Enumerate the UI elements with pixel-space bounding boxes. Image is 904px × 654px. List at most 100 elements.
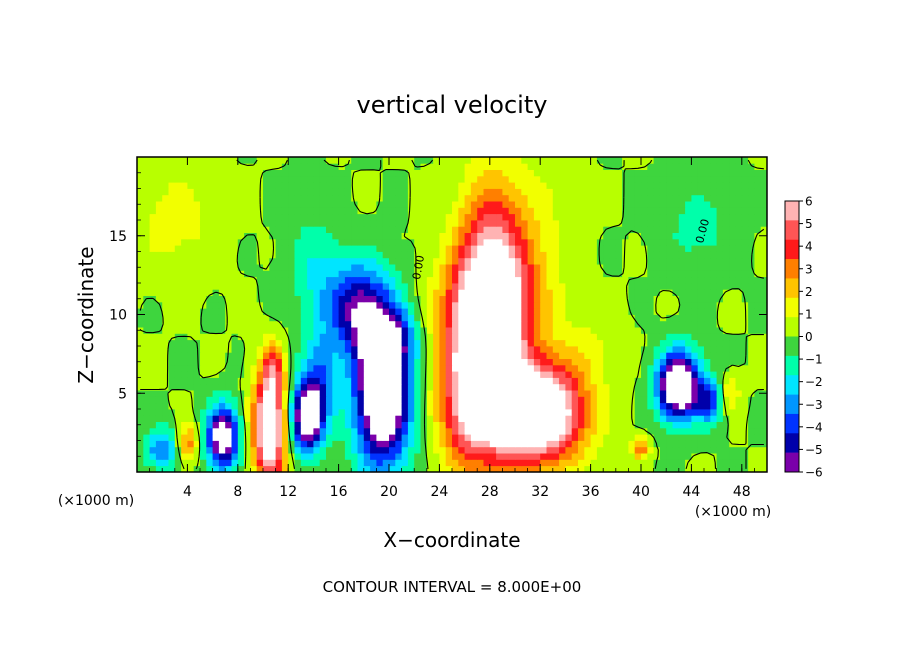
heatmap-cell — [269, 364, 276, 372]
heatmap-cell — [716, 434, 724, 441]
heatmap-cell — [464, 270, 472, 278]
heatmap-cell — [741, 446, 749, 454]
heatmap-cell — [521, 301, 528, 309]
heatmap-cell — [634, 446, 642, 454]
heatmap-cell — [244, 446, 251, 454]
heatmap-cell — [622, 434, 629, 441]
heatmap-cell — [162, 346, 169, 353]
heatmap-cell — [546, 314, 554, 322]
heatmap-cell — [300, 427, 308, 435]
heatmap-cell — [647, 232, 654, 240]
heatmap-cell — [559, 358, 566, 366]
heatmap-cell — [332, 301, 339, 309]
heatmap-cell — [729, 320, 736, 328]
heatmap-cell — [407, 201, 415, 208]
heatmap-cell — [307, 182, 314, 189]
heatmap-cell — [351, 157, 358, 164]
heatmap-cell — [477, 314, 484, 322]
heatmap-cell — [615, 453, 623, 460]
heatmap-cell — [206, 295, 213, 303]
heatmap-cell — [710, 383, 717, 391]
heatmap-cell — [628, 245, 636, 252]
heatmap-cell — [634, 427, 642, 435]
heatmap-cell — [515, 270, 522, 278]
heatmap-cell — [716, 327, 724, 334]
heatmap-cell — [162, 358, 169, 366]
heatmap-cell — [212, 201, 220, 208]
heatmap-cell — [344, 465, 352, 472]
heatmap-cell — [578, 427, 585, 435]
heatmap-cell — [464, 446, 472, 454]
heatmap-cell — [181, 415, 188, 422]
heatmap-cell — [489, 276, 497, 284]
heatmap-cell — [218, 427, 226, 435]
heatmap-cell — [256, 289, 264, 296]
heatmap-cell — [470, 251, 478, 259]
heatmap-cell — [218, 289, 226, 296]
heatmap-cell — [483, 327, 491, 334]
heatmap-cell — [470, 434, 478, 441]
heatmap-cell — [256, 415, 264, 422]
heatmap-cell — [584, 308, 591, 315]
heatmap-cell — [546, 352, 554, 359]
heatmap-cell — [174, 377, 182, 385]
heatmap-cell — [162, 257, 169, 265]
heatmap-cell — [250, 409, 258, 416]
heatmap-cell — [521, 421, 528, 429]
heatmap-cell — [137, 301, 144, 309]
heatmap-cell — [716, 201, 724, 208]
heatmap-cell — [659, 226, 667, 233]
heatmap-cell — [584, 465, 591, 472]
heatmap-cell — [300, 194, 308, 202]
heatmap-cell — [464, 434, 472, 441]
heatmap-cell — [206, 346, 213, 353]
heatmap-cell — [584, 352, 591, 359]
heatmap-cell — [187, 459, 195, 467]
heatmap-cell — [187, 396, 195, 404]
heatmap-cell — [389, 245, 396, 252]
heatmap-cell — [729, 333, 736, 341]
heatmap-cell — [319, 415, 327, 422]
heatmap-cell — [382, 440, 390, 448]
heatmap-cell — [716, 238, 724, 246]
heatmap-cell — [433, 415, 440, 422]
heatmap-cell — [552, 383, 560, 391]
heatmap-cell — [590, 295, 598, 303]
heatmap-cell — [338, 346, 346, 353]
heatmap-cell — [704, 440, 711, 448]
heatmap-cell — [395, 201, 402, 208]
heatmap-cell — [426, 440, 434, 448]
heatmap-cell — [647, 440, 654, 448]
heatmap-cell — [540, 264, 547, 271]
heatmap-cell — [174, 283, 182, 290]
heatmap-cell — [307, 163, 314, 170]
heatmap-cell — [515, 320, 522, 328]
heatmap-cell — [351, 213, 358, 221]
heatmap-cell — [596, 364, 604, 372]
heatmap-cell — [697, 213, 705, 221]
heatmap-cell — [357, 251, 365, 259]
heatmap-cell — [641, 169, 648, 177]
heatmap-cell — [521, 327, 528, 334]
heatmap-cell — [678, 327, 686, 334]
heatmap-cell — [307, 175, 314, 183]
heatmap-cell — [382, 339, 390, 347]
heatmap-cell — [628, 333, 636, 341]
heatmap-cell — [678, 238, 686, 246]
heatmap-cell — [716, 383, 724, 391]
heatmap-cell — [565, 320, 573, 328]
heatmap-cell — [729, 427, 736, 435]
heatmap-cell — [237, 257, 245, 265]
heatmap-cell — [300, 465, 308, 472]
heatmap-cell — [269, 465, 276, 472]
heatmap-cell — [351, 245, 358, 252]
heatmap-cell — [250, 169, 258, 177]
heatmap-cell — [653, 453, 661, 460]
heatmap-cell — [187, 434, 195, 441]
heatmap-cell — [678, 175, 686, 183]
heatmap-cell — [376, 371, 384, 378]
heatmap-cell — [231, 157, 239, 164]
heatmap-cell — [672, 346, 680, 353]
heatmap-cell — [527, 352, 535, 359]
heatmap-cell — [263, 421, 270, 429]
